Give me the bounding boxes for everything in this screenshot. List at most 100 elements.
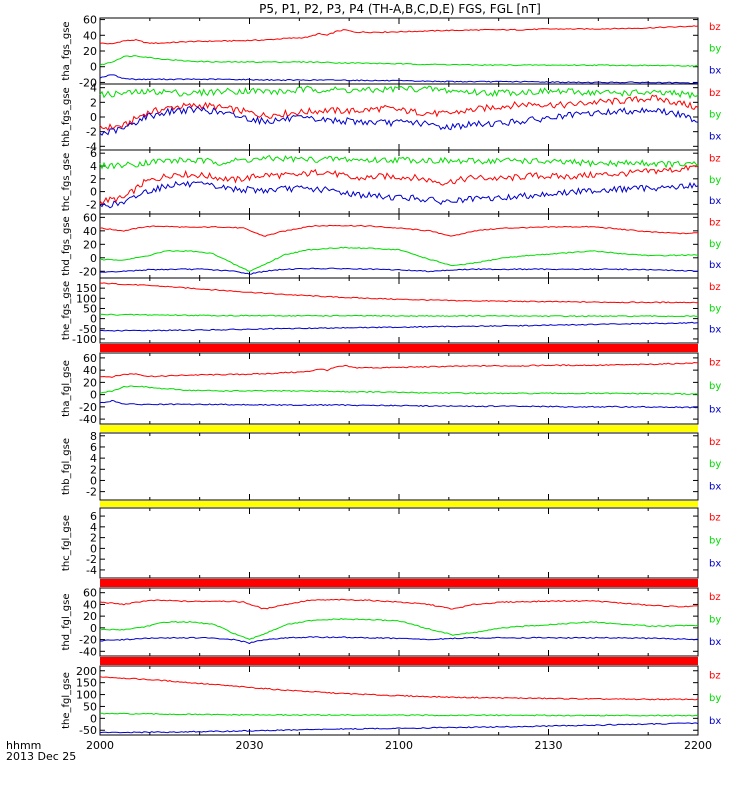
y-tick-label: 8 bbox=[90, 430, 97, 443]
series-bz-line bbox=[99, 598, 699, 610]
y-tick-label: -20 bbox=[79, 634, 97, 647]
series-by-line bbox=[99, 385, 699, 395]
y-tick-label: -40 bbox=[79, 413, 97, 426]
y-tick-label: 2 bbox=[90, 96, 97, 109]
series-bx-line bbox=[99, 321, 699, 332]
y-tick-label: 60 bbox=[83, 14, 97, 27]
series-bz-line bbox=[99, 94, 699, 132]
y-axis-label: thc_fgl_gse bbox=[61, 515, 72, 571]
y-tick-label: 20 bbox=[83, 610, 97, 623]
y-tick-label: -4 bbox=[86, 140, 97, 153]
series-by-line bbox=[99, 618, 699, 640]
panel-frame bbox=[99, 83, 699, 151]
series-bx-line bbox=[99, 180, 699, 209]
flag-bar-red bbox=[100, 579, 698, 587]
legend-by: by bbox=[709, 239, 721, 250]
legend-by: by bbox=[709, 536, 721, 547]
x-tick-label: 2200 bbox=[684, 739, 712, 752]
series-bx-line bbox=[99, 722, 699, 734]
x-tick-label: 2100 bbox=[385, 739, 413, 752]
series-bz-line bbox=[99, 25, 699, 45]
legend-bz: bz bbox=[709, 282, 721, 293]
series-by-line bbox=[99, 55, 699, 67]
y-tick-label: 50 bbox=[83, 302, 97, 315]
y-tick-label: -50 bbox=[79, 323, 97, 336]
legend-bz: bz bbox=[709, 437, 721, 448]
legend-bx: bx bbox=[709, 481, 721, 492]
y-tick-label: -20 bbox=[79, 76, 97, 89]
y-tick-label: 2 bbox=[90, 463, 97, 476]
legend-bx: bx bbox=[709, 196, 721, 207]
legend-bx: bx bbox=[709, 559, 721, 570]
legend-by: by bbox=[709, 175, 721, 186]
series-by-line bbox=[99, 85, 699, 100]
legend-bz: bz bbox=[709, 512, 721, 523]
flag-bars bbox=[100, 344, 698, 665]
y-tick-label: -20 bbox=[79, 265, 97, 278]
legend-by: by bbox=[709, 459, 721, 470]
y-tick-label: 0 bbox=[90, 474, 97, 487]
series-by-line bbox=[99, 712, 699, 717]
y-tick-label: 20 bbox=[83, 238, 97, 251]
y-tick-label: 60 bbox=[83, 587, 97, 600]
series-bz-line bbox=[99, 224, 699, 237]
y-tick-label: 0 bbox=[90, 111, 97, 124]
series-by-line bbox=[99, 154, 699, 170]
series-bx-line bbox=[99, 106, 699, 136]
y-tick-label: 50 bbox=[83, 700, 97, 713]
y-tick-label: 6 bbox=[90, 510, 97, 523]
series-bx-line bbox=[99, 267, 699, 275]
y-tick-label: 0 bbox=[90, 542, 97, 555]
y-tick-label: 0 bbox=[90, 313, 97, 326]
y-tick-label: -2 bbox=[86, 126, 97, 139]
y-axis-label: the_fgs_gse bbox=[61, 281, 72, 340]
y-tick-label: 0 bbox=[90, 712, 97, 725]
y-tick-label: 4 bbox=[90, 521, 97, 534]
flag-bar-yellow bbox=[100, 501, 698, 507]
y-tick-label: 20 bbox=[83, 45, 97, 58]
legend-by: by bbox=[709, 615, 721, 626]
y-tick-label: -2 bbox=[86, 198, 97, 211]
y-axis-label: thb_fgl_gse bbox=[61, 438, 72, 495]
y-axis-label: tha_fgs_gse bbox=[61, 21, 72, 80]
y-axis-label: thb_fgs_gse bbox=[61, 87, 72, 146]
y-tick-label: 100 bbox=[76, 292, 97, 305]
x-tick-label: 2000 bbox=[86, 739, 114, 752]
x-axis-date: 2013 Dec 25 bbox=[6, 750, 76, 763]
series-bz-line bbox=[99, 164, 699, 205]
legend-bx: bx bbox=[709, 260, 721, 271]
legend-bz: bz bbox=[709, 670, 721, 681]
series-bz-line bbox=[99, 361, 699, 378]
y-tick-label: 40 bbox=[83, 225, 97, 238]
y-tick-label: 200 bbox=[76, 665, 97, 678]
flag-bar-red bbox=[100, 657, 698, 665]
y-axis-label: thc_fgs_gse bbox=[61, 153, 72, 212]
y-tick-label: 60 bbox=[83, 211, 97, 224]
y-tick-label: 60 bbox=[83, 352, 97, 365]
legend-bz: bz bbox=[709, 218, 721, 229]
legend-bx: bx bbox=[709, 131, 721, 142]
y-tick-label: 40 bbox=[83, 364, 97, 377]
y-tick-label: 0 bbox=[90, 61, 97, 74]
y-tick-label: -40 bbox=[79, 645, 97, 658]
y-tick-label: 6 bbox=[90, 441, 97, 454]
flag-bar-yellow bbox=[100, 425, 698, 432]
legend-bz: bz bbox=[709, 592, 721, 603]
panel-frame bbox=[99, 17, 699, 85]
y-tick-label: 6 bbox=[90, 147, 97, 160]
x-tick-label: 2030 bbox=[236, 739, 264, 752]
y-tick-label: -100 bbox=[72, 333, 97, 346]
panel-frame bbox=[99, 507, 699, 579]
legend-bx: bx bbox=[709, 637, 721, 648]
legend-by: by bbox=[709, 110, 721, 121]
legend-by: by bbox=[709, 303, 721, 314]
y-axis-label: thd_fgs_gse bbox=[61, 216, 72, 275]
chart-title: P5, P1, P2, P3, P4 (TH-A,B,C,D,E) FGS, F… bbox=[259, 2, 541, 16]
legend-bx: bx bbox=[709, 325, 721, 336]
panel-tha_fgs_gse: -20 0 20 40 60 tha_fgs_gse bz by bx bbox=[61, 14, 721, 90]
legend-bx: bx bbox=[709, 65, 721, 76]
x-axis: 2000 2030 2100 2130 2200 bbox=[86, 739, 712, 752]
